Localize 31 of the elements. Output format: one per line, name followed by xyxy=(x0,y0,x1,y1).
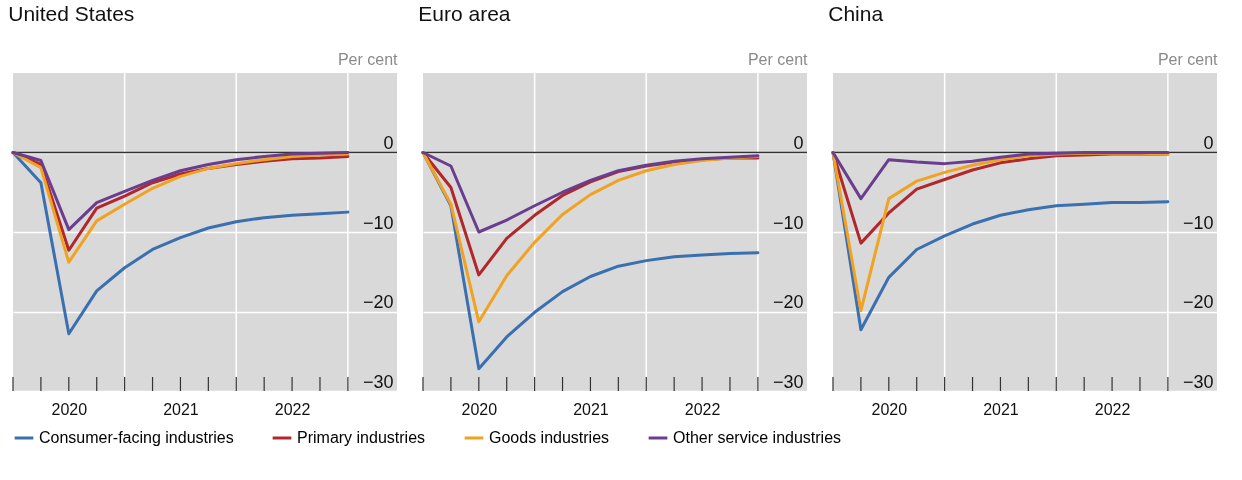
y-axis-title: Per cent xyxy=(337,50,399,68)
y-tick-label: −30 xyxy=(1182,371,1214,392)
y-tick-label: −30 xyxy=(362,371,394,392)
x-tick-label: 2021 xyxy=(163,400,199,418)
x-tick-label: 2022 xyxy=(274,400,311,418)
x-tick-label: 2020 xyxy=(871,400,908,418)
x-tick-label: 2020 xyxy=(51,400,88,418)
x-tick-label: 2022 xyxy=(684,400,721,418)
chart-title: China xyxy=(828,2,884,25)
legend-label: Goods industries xyxy=(489,429,610,446)
x-tick-label: 2020 xyxy=(461,400,498,418)
x-tick-label: 2022 xyxy=(1094,400,1131,418)
legend-label: Primary industries xyxy=(297,429,426,446)
chart-title: United States xyxy=(8,2,135,25)
legend-label: Other service industries xyxy=(673,429,842,446)
legend-label: Consumer-facing industries xyxy=(39,429,234,446)
x-tick-label: 2021 xyxy=(983,400,1019,418)
y-axis-title: Per cent xyxy=(747,50,809,68)
y-tick-label: −30 xyxy=(772,371,804,392)
y-tick-label: 0 xyxy=(1203,133,1214,153)
y-tick-label: −20 xyxy=(1182,292,1214,312)
y-tick-label: −20 xyxy=(772,292,804,312)
chart-title: Euro area xyxy=(418,2,511,25)
y-tick-label: −10 xyxy=(362,212,394,233)
y-tick-label: −10 xyxy=(1182,212,1214,233)
y-tick-label: −10 xyxy=(772,212,804,233)
y-tick-label: −20 xyxy=(362,292,394,312)
y-tick-label: 0 xyxy=(383,133,394,153)
x-tick-label: 2021 xyxy=(573,400,609,418)
y-axis-title: Per cent xyxy=(1157,50,1219,68)
y-tick-label: 0 xyxy=(793,133,804,153)
